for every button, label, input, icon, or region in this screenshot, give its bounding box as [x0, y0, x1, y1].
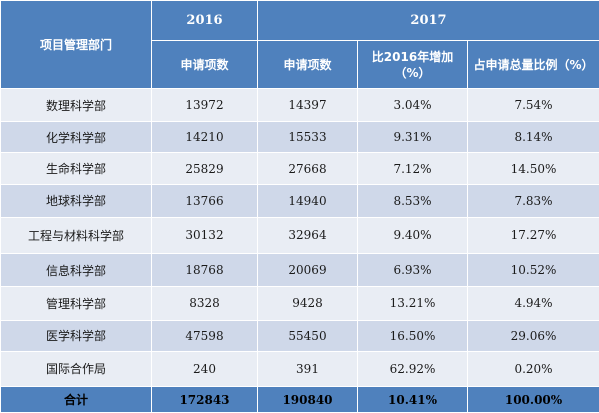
total-dept: 合计 — [0, 386, 152, 413]
increase-cell: 7.12% — [357, 152, 468, 185]
increase-cell: 16.50% — [357, 319, 468, 352]
share-cell: 7.54% — [466, 87, 599, 123]
increase-cell: 9.31% — [357, 121, 468, 154]
header-2017-count: 申请项数 — [257, 40, 358, 89]
total-2017: 190840 — [257, 386, 358, 413]
table-row: 化学科学部 14210 15533 9.31% 8.14% — [0, 121, 599, 154]
count-2017-cell: 391 — [257, 350, 358, 388]
total-share: 100.00% — [466, 386, 599, 413]
dept-cell: 生命科学部 — [0, 152, 152, 185]
dept-cell: 工程与材料科学部 — [0, 216, 152, 255]
count-2016-cell: 8328 — [151, 286, 258, 321]
count-2016-cell: 14210 — [151, 121, 258, 154]
share-cell: 14.50% — [466, 152, 599, 185]
share-cell: 4.94% — [466, 286, 599, 321]
dept-cell: 地球科学部 — [0, 183, 152, 218]
share-cell: 8.14% — [466, 121, 599, 154]
count-2016-cell: 18768 — [151, 253, 258, 288]
header-year-2016: 2016 — [151, 0, 258, 41]
table-row: 工程与材料科学部 30132 32964 9.40% 17.27% — [0, 216, 599, 255]
total-increase: 10.41% — [357, 386, 468, 413]
increase-cell: 6.93% — [357, 253, 468, 288]
count-2016-cell: 25829 — [151, 152, 258, 185]
count-2017-cell: 20069 — [257, 253, 358, 288]
share-cell: 29.06% — [466, 319, 599, 352]
count-2016-cell: 30132 — [151, 216, 258, 255]
count-2017-cell: 9428 — [257, 286, 358, 321]
count-2017-cell: 14397 — [257, 87, 358, 123]
header-year-2017: 2017 — [256, 0, 599, 41]
header-2016-count: 申请项数 — [151, 40, 258, 89]
count-2016-cell: 13766 — [151, 183, 258, 218]
header-increase: 比2016年增加（%） — [357, 40, 468, 89]
count-2017-cell: 27668 — [257, 152, 358, 185]
dept-cell: 数理科学部 — [0, 87, 152, 123]
increase-cell: 9.40% — [357, 216, 468, 255]
increase-cell: 8.53% — [357, 183, 468, 218]
share-cell: 0.20% — [466, 350, 599, 388]
count-2016-cell: 47598 — [151, 319, 258, 352]
table-row: 信息科学部 18768 20069 6.93% 10.52% — [0, 253, 599, 288]
share-cell: 7.83% — [466, 183, 599, 218]
dept-cell: 国际合作局 — [0, 350, 152, 388]
table-row: 管理科学部 8328 9428 13.21% 4.94% — [0, 286, 599, 321]
total-row: 合计 172843 190840 10.41% 100.00% — [0, 386, 599, 413]
count-2016-cell: 240 — [151, 350, 258, 388]
count-2016-cell: 13972 — [151, 87, 258, 123]
table-row: 地球科学部 13766 14940 8.53% 7.83% — [0, 183, 599, 218]
header-share: 占申请总量比例（%） — [466, 40, 599, 89]
share-cell: 17.27% — [466, 216, 599, 255]
increase-cell: 13.21% — [357, 286, 468, 321]
table-row: 国际合作局 240 391 62.92% 0.20% — [0, 350, 599, 388]
count-2017-cell: 15533 — [257, 121, 358, 154]
dept-cell: 化学科学部 — [0, 121, 152, 154]
table-row: 数理科学部 13972 14397 3.04% 7.54% — [0, 87, 599, 123]
dept-cell: 信息科学部 — [0, 253, 152, 288]
dept-cell: 管理科学部 — [0, 286, 152, 321]
increase-cell: 3.04% — [357, 87, 468, 123]
increase-cell: 62.92% — [357, 350, 468, 388]
dept-cell: 医学科学部 — [0, 319, 152, 352]
table-row: 生命科学部 25829 27668 7.12% 14.50% — [0, 152, 599, 185]
count-2017-cell: 55450 — [257, 319, 358, 352]
header-dept: 项目管理部门 — [0, 0, 152, 89]
share-cell: 10.52% — [466, 253, 599, 288]
total-2016: 172843 — [151, 386, 258, 413]
count-2017-cell: 14940 — [257, 183, 358, 218]
table-row: 医学科学部 47598 55450 16.50% 29.06% — [0, 319, 599, 352]
count-2017-cell: 32964 — [257, 216, 358, 255]
